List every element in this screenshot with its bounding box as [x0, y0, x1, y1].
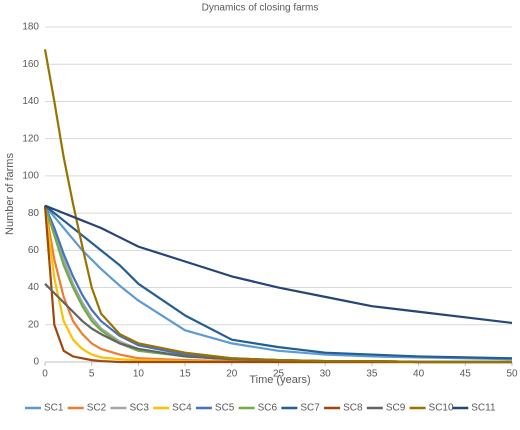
series-line	[44, 204, 513, 361]
series-line	[43, 205, 512, 364]
legend-label: SC11	[471, 403, 496, 414]
x-tick-label: 45	[460, 369, 472, 380]
legend-label: SC8	[343, 403, 363, 414]
x-tick-label: 0	[42, 369, 48, 380]
x-tick-label: 5	[89, 369, 95, 380]
legend-label: SC5	[215, 403, 235, 414]
y-tick-label: 80	[28, 208, 40, 219]
series-line	[43, 49, 512, 364]
x-tick-label: 40	[413, 369, 425, 380]
legend-label: SC4	[172, 403, 192, 414]
y-tick-label: 160	[22, 59, 39, 70]
x-tick-label: 30	[320, 369, 332, 380]
x-axis-label: Time (years)	[249, 374, 310, 386]
legend-label: SC7	[300, 403, 320, 414]
legend-label: SC10	[429, 403, 454, 414]
legend-label: SC3	[129, 403, 149, 414]
y-tick-label: 180	[22, 22, 39, 33]
y-tick-label: 120	[22, 133, 39, 144]
legend-label: SC1	[44, 403, 64, 414]
x-tick-label: 25	[273, 369, 285, 380]
x-tick-label: 20	[226, 369, 238, 380]
y-axis-label: Number of farms	[4, 153, 16, 235]
y-tick-label: 60	[28, 245, 40, 256]
legend-label: SC9	[386, 403, 406, 414]
x-tick-label: 15	[180, 369, 192, 380]
y-tick-label: 0	[33, 357, 39, 368]
x-tick-label: 35	[366, 369, 378, 380]
legend-label: SC2	[87, 403, 107, 414]
y-tick-label: 140	[22, 96, 39, 107]
series-line	[44, 204, 513, 325]
legend-label: SC6	[258, 403, 278, 414]
x-tick-label: 50	[506, 369, 518, 380]
series-line	[44, 204, 513, 360]
x-tick-label: 10	[133, 369, 145, 380]
chart-title: Dynamics of closing farms	[202, 3, 319, 14]
y-tick-label: 40	[28, 282, 40, 293]
y-tick-label: 20	[28, 319, 40, 330]
y-tick-label: 100	[22, 171, 39, 182]
